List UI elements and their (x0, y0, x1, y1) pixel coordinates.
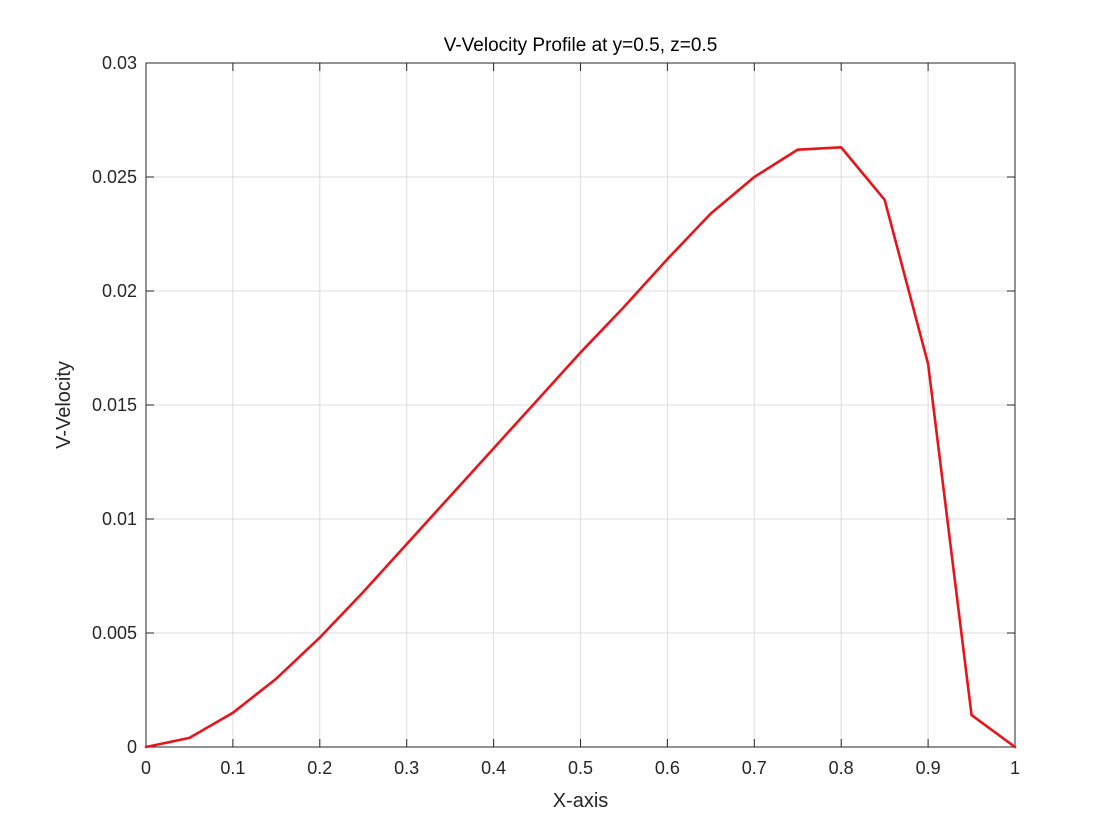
x-tick-label: 0.6 (655, 758, 680, 778)
x-tick-label: 0.9 (916, 758, 941, 778)
series-layer (144, 146, 1017, 749)
y-axis-label: V-Velocity (53, 361, 75, 449)
y-tick-label: 0 (127, 737, 137, 757)
x-tick-label: 0 (141, 758, 151, 778)
y-tick-label: 0.02 (102, 281, 137, 301)
x-axis-label: X-axis (553, 790, 609, 812)
x-tick-label: 0.4 (481, 758, 506, 778)
x-tick-labels: 0 0.1 0.2 0.3 0.4 0.5 0.6 0.7 0.8 0.9 1 (141, 758, 1020, 778)
x-tick-label: 0.8 (829, 758, 854, 778)
x-tick-label: 0.7 (742, 758, 767, 778)
y-tick-label: 0.005 (92, 623, 137, 643)
x-tick-label: 0.1 (220, 758, 245, 778)
x-tick-label: 0.2 (307, 758, 332, 778)
x-tick-label: 0.3 (394, 758, 419, 778)
y-tick-label: 0.01 (102, 509, 137, 529)
x-tick-label: 0.5 (568, 758, 593, 778)
y-tick-label: 0.03 (102, 53, 137, 73)
y-tick-label: 0.025 (92, 167, 137, 187)
grid-lines (145, 62, 1016, 748)
axis-ticks (145, 62, 1016, 748)
x-tick-label: 1 (1010, 758, 1020, 778)
chart-title: V-Velocity Profile at y=0.5, z=0.5 (444, 35, 718, 56)
y-tick-label: 0.015 (92, 395, 137, 415)
series-line (144, 146, 1017, 749)
y-tick-labels: 0 0.005 0.01 0.015 0.02 0.025 0.03 (92, 53, 137, 757)
